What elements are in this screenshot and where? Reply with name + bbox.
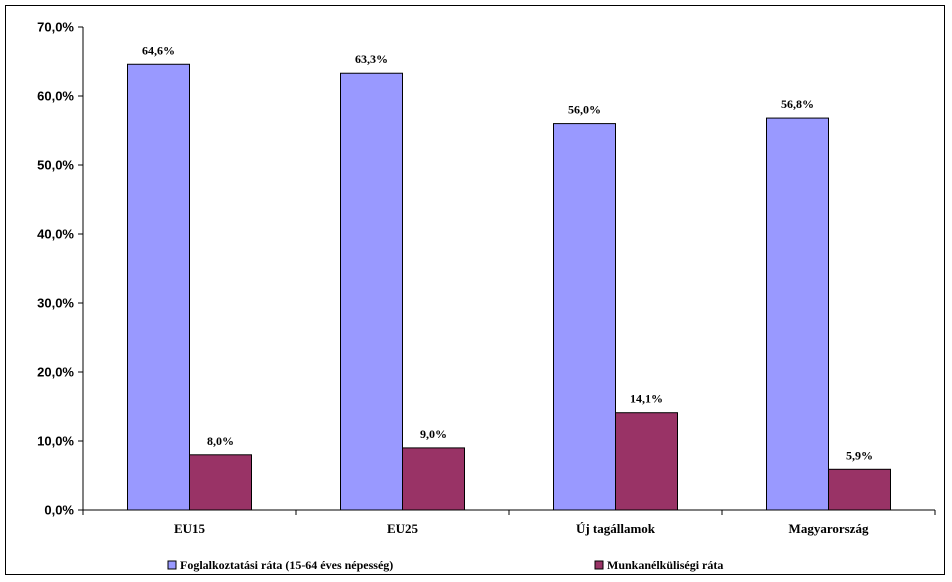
employment-bar: [127, 63, 190, 511]
legend-label: Foglalkoztatási ráta (15-64 éves népessé…: [180, 558, 393, 572]
y-tick-label: 0,0%: [44, 503, 74, 518]
unemployment-bar: [402, 447, 465, 511]
legend: Foglalkoztatási ráta (15-64 éves népessé…: [167, 558, 723, 572]
data-label: 63,3%: [355, 52, 388, 66]
employment-bar: [340, 72, 403, 511]
legend-label: Munkanélküliségi ráta: [607, 558, 723, 572]
data-label: 64,6%: [142, 43, 175, 57]
unemployment-bar: [828, 468, 891, 511]
legend-swatch: [167, 560, 177, 570]
x-tick-label: EU15: [174, 521, 206, 536]
data-label: 56,8%: [781, 97, 814, 111]
x-axis: EU15 EU25 Új tagállamok Magyarország: [82, 509, 936, 536]
legend-swatch: [594, 560, 604, 570]
y-tick-label: 40,0%: [37, 227, 74, 242]
unemployment-bar: [189, 454, 252, 511]
y-tick-label: 30,0%: [37, 296, 74, 311]
y-tick-label: 60,0%: [37, 89, 74, 104]
x-tick-label: Magyarország: [789, 521, 869, 536]
y-axis: 0,0% 10,0% 20,0% 30,0% 40,0% 50,0% 60,0% 70,0%: [37, 20, 84, 518]
data-label: 56,0%: [568, 103, 601, 117]
data-label: 14,1%: [630, 392, 663, 406]
data-label: 8,0%: [207, 434, 234, 448]
data-label: 9,0%: [420, 427, 447, 441]
y-tick-label: 10,0%: [37, 434, 74, 449]
employment-bar: [553, 123, 616, 511]
y-tick-label: 50,0%: [37, 158, 74, 173]
x-tick-label: Új tagállamok: [576, 521, 656, 536]
y-tick-label: 20,0%: [37, 365, 74, 380]
bars: 64,6% 8,0% 63,3% 9,0% 56,0% 14,1% 56,8% 5,9%: [127, 43, 891, 511]
unemployment-bar: [615, 412, 678, 511]
x-tick-label: EU25: [387, 521, 419, 536]
data-label: 5,9%: [846, 448, 873, 462]
employment-bar: [766, 117, 829, 511]
y-tick-label: 70,0%: [37, 20, 74, 35]
